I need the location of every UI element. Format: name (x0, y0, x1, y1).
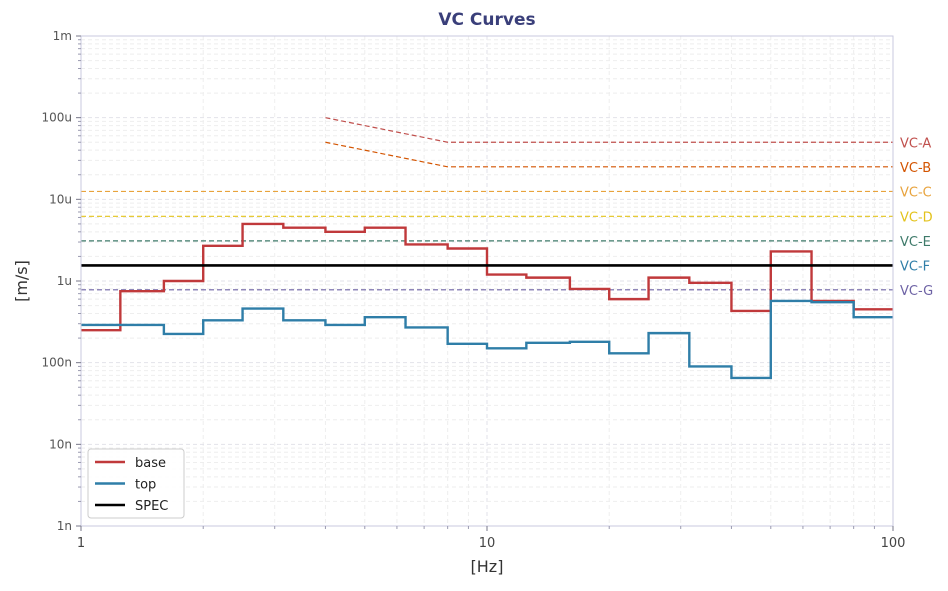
vc-reference-line (325, 141, 893, 168)
legend-label-base: base (135, 456, 166, 471)
vc-reference-line (325, 117, 893, 143)
reference-lines-layer: VC-A VC-B VC-C VC-D VC-E VC-F VC-G (81, 117, 933, 299)
x-tick-label: 10 (479, 536, 496, 551)
y-tick-label: 100u (41, 111, 72, 125)
vc-reference-label: VC-F (900, 259, 930, 274)
vc-reference-label: VC-D (900, 210, 933, 225)
x-tick-label: 100 (881, 536, 906, 551)
series-base-line (81, 222, 893, 332)
x-axis-label: [Hz] (471, 557, 504, 576)
y-tick-label: 1n (57, 519, 72, 533)
legend: base top SPEC (87, 448, 185, 519)
vc-reference-label: VC-B (900, 161, 931, 176)
y-tick-label: 100n (41, 356, 72, 370)
legend-label-spec: SPEC (135, 499, 168, 514)
vc-reference-label: VC-A (900, 136, 931, 151)
x-tick-label: 1 (77, 536, 85, 551)
y-tick-label: 1u (57, 274, 72, 288)
legend-box (87, 448, 185, 519)
chart-title: VC Curves (438, 10, 535, 30)
series-layer (81, 222, 893, 380)
vc-reference-label: VC-E (900, 235, 931, 250)
y-tick-label: 1m (53, 29, 72, 43)
series-top-line (81, 299, 893, 380)
y-tick-label: 10n (49, 437, 72, 451)
y-axis-label: [m/s] (12, 260, 31, 302)
axis-layer: 1 10 100 1m 100u 10u 1u 100n 10n 1n (41, 29, 905, 551)
y-tick-label: 10u (49, 192, 72, 206)
vc-reference-label: VC-G (900, 284, 933, 299)
vc-reference-label: VC-C (900, 185, 932, 200)
legend-label-top: top (135, 478, 156, 493)
